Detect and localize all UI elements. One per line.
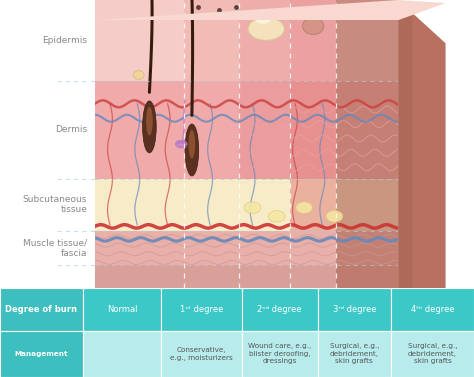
Text: Surgical, e.g.,
debridement,
skin grafts: Surgical, e.g., debridement, skin grafts [408,343,457,365]
Ellipse shape [296,202,312,213]
Bar [95,265,398,288]
Bar [391,331,474,377]
Bar [83,331,161,377]
Ellipse shape [302,17,324,35]
Text: Normal: Normal [107,305,137,314]
Bar [0,288,83,331]
Polygon shape [95,0,446,20]
Text: 1ˢᵗ degree: 1ˢᵗ degree [180,305,223,314]
Bar [0,331,83,377]
Text: Dermis: Dermis [55,125,87,134]
Text: Management: Management [15,351,68,357]
Bar [318,331,391,377]
Ellipse shape [248,17,284,40]
Ellipse shape [189,130,195,159]
Bar [161,288,242,331]
Bar [83,288,161,331]
Bar [239,0,291,179]
Ellipse shape [268,210,285,222]
Text: Wound care, e.g.,
blister deroofing,
dressings: Wound care, e.g., blister deroofing, dre… [248,343,311,365]
Text: Degree of burn: Degree of burn [6,305,77,314]
Bar [242,331,318,377]
Bar [95,81,398,179]
Bar [184,0,239,81]
Polygon shape [398,0,412,288]
Ellipse shape [143,101,156,153]
Bar [95,231,398,265]
Ellipse shape [244,202,261,213]
Bar [318,288,391,331]
Bar [95,179,398,231]
Text: 3ʳᵈ degree: 3ʳᵈ degree [333,305,376,314]
Text: Conservative,
e.g., moisturizers: Conservative, e.g., moisturizers [170,347,233,361]
Bar [336,0,398,288]
Bar [291,0,336,231]
Ellipse shape [255,17,271,24]
Text: Subcutaneous
tissue: Subcutaneous tissue [23,195,87,215]
Bar [391,288,474,331]
Text: Surgical, e.g.,
debridement,
skin grafts: Surgical, e.g., debridement, skin grafts [329,343,379,365]
Ellipse shape [185,124,199,176]
Bar [161,331,242,377]
Text: Epidermis: Epidermis [42,36,87,45]
Text: 4ᵗʰ degree: 4ᵗʰ degree [410,305,455,314]
Polygon shape [398,0,446,288]
Ellipse shape [134,70,144,79]
Ellipse shape [146,107,153,136]
Text: 2ⁿᵈ degree: 2ⁿᵈ degree [257,305,302,314]
Ellipse shape [326,210,343,222]
Bar [242,288,318,331]
Bar [95,0,398,81]
Text: Muscle tissue/
fascia: Muscle tissue/ fascia [23,238,87,258]
